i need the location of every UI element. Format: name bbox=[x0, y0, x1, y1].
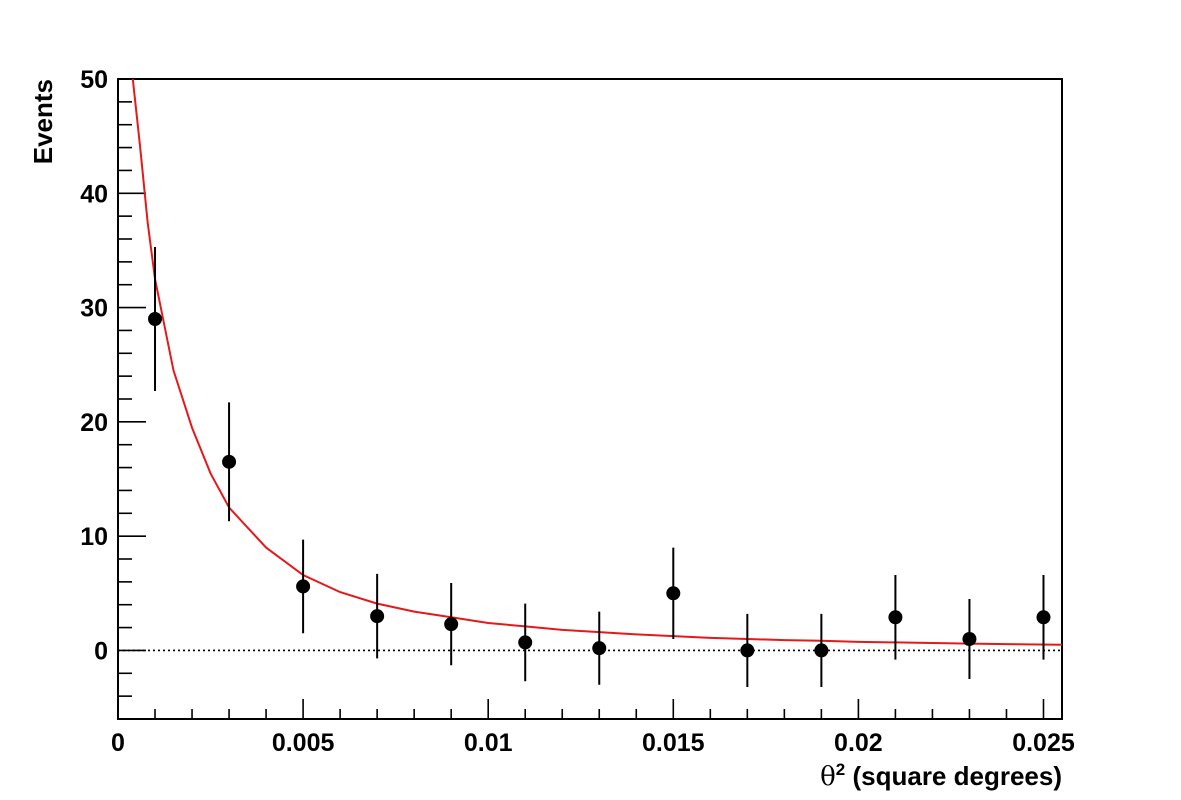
axis-ticks bbox=[117, 78, 1045, 719]
data-point bbox=[296, 579, 311, 594]
x-axis-title-symbol: θ bbox=[820, 762, 836, 792]
y-tick-label: 50 bbox=[80, 66, 108, 94]
data-point bbox=[148, 312, 163, 326]
x-tick-label: 0.025 bbox=[1012, 729, 1075, 757]
y-axis-title: Events bbox=[28, 79, 58, 164]
tick-labels: 0 0.005 0.01 0.015 0.02 0.025 0 10 20 30 40 50 bbox=[80, 66, 1075, 757]
data-point bbox=[814, 643, 829, 658]
data-point bbox=[444, 617, 459, 632]
data-point bbox=[666, 586, 681, 601]
y-tick-label: 20 bbox=[80, 409, 108, 437]
data-point bbox=[1036, 610, 1051, 625]
y-tick-label: 0 bbox=[94, 637, 108, 665]
y-tick-label: 10 bbox=[80, 523, 108, 551]
data-point bbox=[888, 610, 903, 625]
y-tick-label: 40 bbox=[80, 180, 108, 208]
x-tick-label: 0.02 bbox=[834, 729, 883, 757]
data-point bbox=[962, 632, 977, 646]
fit-curve bbox=[131, 78, 1063, 646]
x-axis-title-text: (square degrees) bbox=[845, 761, 1062, 791]
data-point bbox=[740, 643, 755, 658]
x-axis-title: θ2 (square degrees) bbox=[820, 760, 1062, 792]
x-tick-label: 0.01 bbox=[464, 729, 513, 757]
data-point bbox=[518, 635, 533, 650]
x-tick-label: 0.015 bbox=[642, 729, 705, 757]
data-point bbox=[592, 641, 607, 656]
data-point bbox=[370, 609, 385, 624]
x-tick-label: 0 bbox=[111, 729, 125, 757]
data-point bbox=[222, 454, 237, 469]
x-axis-title-superscript: 2 bbox=[836, 760, 845, 779]
y-tick-label: 30 bbox=[80, 295, 108, 323]
x-tick-label: 0.005 bbox=[272, 729, 335, 757]
data-points bbox=[148, 247, 1051, 687]
